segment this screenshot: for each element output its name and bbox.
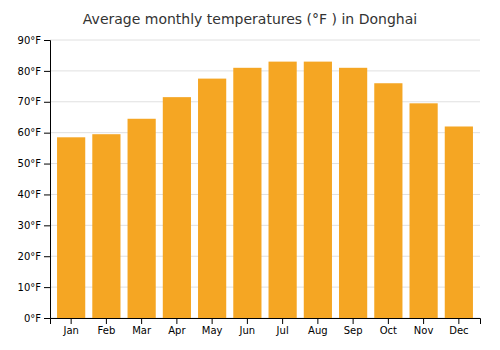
x-tick-mark — [353, 318, 354, 324]
x-tick-label: Mar — [132, 325, 152, 336]
x-tick-label: Oct — [380, 325, 397, 336]
x-tick-label: Nov — [414, 325, 434, 336]
y-tick-label: 70°F — [18, 96, 42, 107]
x-tick: Mar — [132, 318, 152, 336]
bar — [410, 103, 438, 318]
x-tick-label: Dec — [449, 325, 468, 336]
y-tick-mark — [44, 256, 50, 257]
bar — [128, 119, 156, 318]
axis-domain — [51, 319, 481, 325]
x-tick: Feb — [98, 318, 116, 336]
x-tick-mark — [247, 318, 248, 324]
y-tick-mark — [44, 164, 50, 165]
bars — [57, 62, 473, 318]
y-tick-label: 10°F — [18, 282, 42, 293]
y-tick-label: 50°F — [18, 158, 42, 169]
x-tick-mark — [282, 318, 283, 324]
x-tick: May — [202, 318, 223, 336]
y-tick-mark — [44, 225, 50, 226]
bar — [233, 68, 261, 318]
x-tick-label: May — [202, 325, 223, 336]
y-axis: 0°F 10°F 20°F 30°F 40°F 50°F 60°F 70°F 80°F 90°F — [18, 35, 51, 324]
x-tick: Jan — [62, 318, 78, 336]
x-tick: Sep — [344, 318, 363, 336]
x-axis: Jan Feb Mar Apr May Jun Jul Aug Sep Oct Nov Dec — [51, 318, 481, 336]
y-tick-mark — [44, 71, 50, 72]
y-tick-label: 30°F — [18, 220, 42, 231]
x-tick-mark — [317, 318, 318, 324]
x-tick-mark — [388, 318, 389, 324]
axis-domain — [44, 41, 51, 319]
y-tick-mark — [44, 318, 50, 319]
x-tick: Oct — [380, 318, 397, 336]
bar — [198, 79, 226, 318]
grid-line — [50, 70, 480, 71]
x-tick-label: Jun — [239, 325, 256, 336]
x-tick-label: Apr — [168, 325, 186, 336]
chart-svg: 0°F 10°F 20°F 30°F 40°F 50°F 60°F 70°F 80°F 90°F J… — [0, 0, 500, 350]
y-tick: 30°F — [18, 220, 50, 231]
x-tick: Apr — [168, 318, 186, 336]
bar — [57, 137, 85, 318]
x-tick: Jun — [239, 318, 256, 336]
grid-line — [50, 40, 480, 41]
x-tick-mark — [176, 318, 177, 324]
x-tick-mark — [423, 318, 424, 324]
x-tick-mark — [212, 318, 213, 324]
bar — [374, 83, 402, 318]
x-tick-mark — [141, 318, 142, 324]
bar — [445, 126, 473, 318]
y-tick-label: 40°F — [18, 189, 42, 200]
y-tick-mark — [44, 40, 50, 41]
x-tick: Nov — [414, 318, 434, 336]
y-tick-mark — [44, 133, 50, 134]
y-tick-label: 20°F — [18, 251, 42, 262]
bar — [92, 134, 120, 318]
grid-line — [50, 101, 480, 102]
y-tick: 50°F — [18, 158, 50, 169]
y-tick: 70°F — [18, 96, 50, 107]
y-tick: 20°F — [18, 251, 50, 262]
y-tick-label: 90°F — [18, 35, 42, 46]
bar — [163, 97, 191, 318]
x-tick-label: Jul — [276, 325, 289, 336]
grid — [50, 40, 480, 318]
x-tick-label: Aug — [308, 325, 328, 336]
y-tick: 0°F — [24, 313, 50, 324]
y-tick: 40°F — [18, 189, 50, 200]
plot: 0°F 10°F 20°F 30°F 40°F 50°F 60°F 70°F 80°F 90°F J… — [18, 35, 481, 336]
x-tick-mark — [458, 318, 459, 324]
x-tick-mark — [106, 318, 107, 324]
y-tick-label: 60°F — [18, 127, 42, 138]
y-tick-mark — [44, 102, 50, 103]
x-tick-label: Sep — [344, 325, 363, 336]
x-tick: Dec — [449, 318, 468, 336]
y-tick-label: 80°F — [18, 66, 42, 77]
y-tick: 90°F — [18, 35, 50, 46]
x-tick: Jul — [276, 318, 289, 336]
y-tick-label: 0°F — [24, 313, 41, 324]
x-tick-mark — [71, 318, 72, 324]
x-tick-label: Jan — [62, 325, 78, 336]
y-tick: 60°F — [18, 127, 50, 138]
y-tick: 10°F — [18, 282, 50, 293]
y-tick-mark — [44, 287, 50, 288]
y-tick-mark — [44, 194, 50, 195]
title: Average monthly temperatures (°F ) in Do… — [83, 11, 417, 27]
bar — [304, 62, 332, 318]
bar — [339, 68, 367, 318]
x-tick-label: Feb — [98, 325, 116, 336]
y-tick: 80°F — [18, 66, 50, 77]
x-tick: Aug — [308, 318, 328, 336]
bar — [269, 62, 297, 318]
